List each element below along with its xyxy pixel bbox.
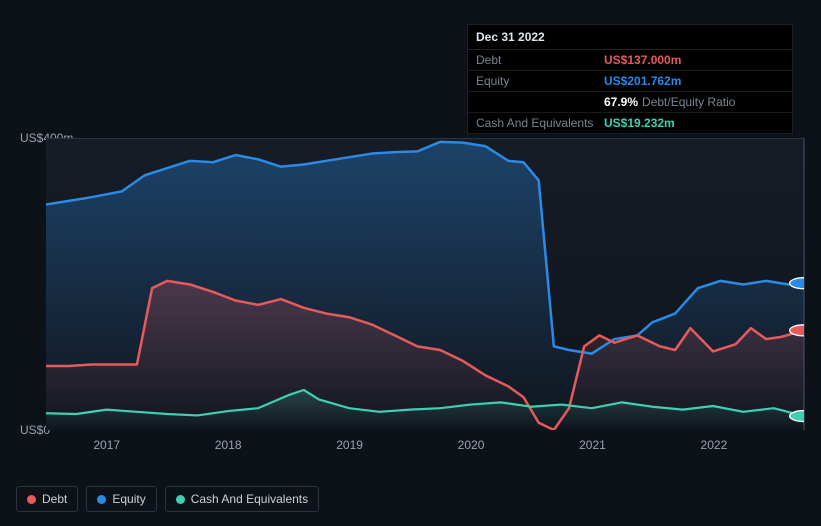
x-axis-tick: 2019 (336, 438, 363, 452)
tooltip-row: 67.9%Debt/Equity Ratio (468, 92, 792, 113)
legend-item-equity[interactable]: Equity (86, 486, 156, 512)
tooltip-suffix: Debt/Equity Ratio (642, 95, 735, 109)
tooltip-label (476, 95, 604, 109)
x-axis-tick: 2018 (215, 438, 242, 452)
legend-item-cash-and-equivalents[interactable]: Cash And Equivalents (165, 486, 319, 512)
chart-svg (46, 139, 804, 430)
legend-label: Equity (112, 492, 145, 506)
tooltip-row: Cash And EquivalentsUS$19.232m (468, 113, 792, 133)
chart-wrap: US$400mUS$0 201720182019202020212022 (16, 120, 805, 460)
legend-dot-icon (27, 495, 36, 504)
legend: Debt Equity Cash And Equivalents (16, 486, 319, 512)
tooltip-row: DebtUS$137.000m (468, 50, 792, 71)
tooltip-value: US$19.232m (604, 116, 675, 130)
legend-dot-icon (97, 495, 106, 504)
legend-item-debt[interactable]: Debt (16, 486, 78, 512)
tooltip-box: Dec 31 2022 DebtUS$137.000mEquityUS$201.… (467, 24, 793, 134)
tooltip-row: EquityUS$201.762m (468, 71, 792, 92)
x-axis-tick: 2020 (458, 438, 485, 452)
tooltip-value: 67.9%Debt/Equity Ratio (604, 95, 735, 109)
tooltip-value: US$201.762m (604, 74, 681, 88)
tooltip-label: Cash And Equivalents (476, 116, 604, 130)
x-axis-tick: 2021 (579, 438, 606, 452)
legend-dot-icon (176, 495, 185, 504)
tooltip-rows: DebtUS$137.000mEquityUS$201.762m67.9%Deb… (468, 50, 792, 133)
tooltip-date: Dec 31 2022 (468, 25, 792, 50)
chart-plot-area[interactable] (46, 138, 805, 430)
legend-label: Cash And Equivalents (191, 492, 308, 506)
x-axis-tick: 2017 (93, 438, 120, 452)
x-axis: 2017 2018 2019 2020 2021 2022 (46, 434, 805, 460)
chart-container: Dec 31 2022 DebtUS$137.000mEquityUS$201.… (0, 0, 821, 526)
legend-label: Debt (42, 492, 67, 506)
tooltip-label: Debt (476, 53, 604, 67)
tooltip-label: Equity (476, 74, 604, 88)
tooltip-value: US$137.000m (604, 53, 681, 67)
x-axis-tick: 2022 (701, 438, 728, 452)
